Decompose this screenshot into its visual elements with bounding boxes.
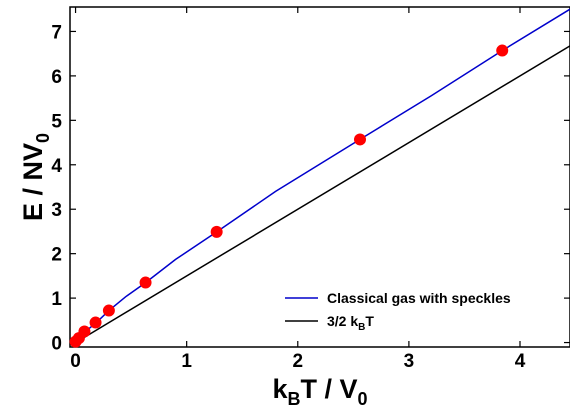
x-axis-label: kBT / V0 — [272, 374, 367, 407]
data-point-8 — [496, 44, 509, 57]
plot-frame — [69, 6, 570, 348]
data-point-6 — [210, 225, 223, 238]
y-tick-label-7: 7 — [51, 22, 62, 43]
y-axis-label-sub: 0 — [33, 133, 53, 143]
y-tick-label-5: 5 — [51, 111, 62, 132]
x-tick-label-1: 1 — [181, 351, 192, 372]
data-point-5 — [139, 276, 152, 289]
legend-label-equipartition-main: 3/2 k — [327, 313, 358, 329]
x-axis-label-sub: B — [288, 389, 301, 407]
data-points — [69, 44, 509, 348]
legend-label-equipartition-rest: T — [365, 313, 374, 329]
series-line-1 — [75, 45, 570, 344]
ticks: 0 1 2 3 4 0 1 2 3 4 5 6 7 — [51, 7, 570, 372]
y-tick-label-0: 0 — [51, 334, 62, 355]
x-axis-label-main: k — [272, 374, 288, 404]
x-axis-label-rest: T / V — [301, 374, 358, 404]
data-point-2 — [78, 325, 91, 338]
data-point-4 — [102, 304, 115, 317]
legend-label-equipartition: 3/2 kBT — [327, 313, 374, 333]
y-axis-label: E / NV0 — [18, 133, 53, 221]
y-tick-label-2: 2 — [51, 245, 62, 266]
x-tick-label-0: 0 — [70, 351, 81, 372]
y-tick-label-1: 1 — [51, 289, 62, 310]
legend-label-classical: Classical gas with speckles — [327, 290, 511, 306]
legend: Classical gas with speckles 3/2 kBT — [285, 290, 511, 333]
y-axis-label-main: E / NV — [18, 143, 48, 221]
y-tick-label-3: 3 — [51, 200, 62, 221]
y-tick-label-4: 4 — [51, 156, 62, 177]
x-axis-label-sub2: 0 — [358, 389, 368, 407]
data-point-7 — [354, 133, 366, 146]
x-tick-label-2: 2 — [292, 351, 303, 372]
x-tick-label-3: 3 — [404, 351, 415, 372]
legend-label-equipartition-sub: B — [358, 322, 365, 333]
y-tick-label-6: 6 — [51, 67, 62, 88]
data-point-3 — [89, 316, 102, 329]
x-tick-label-4: 4 — [515, 351, 526, 372]
